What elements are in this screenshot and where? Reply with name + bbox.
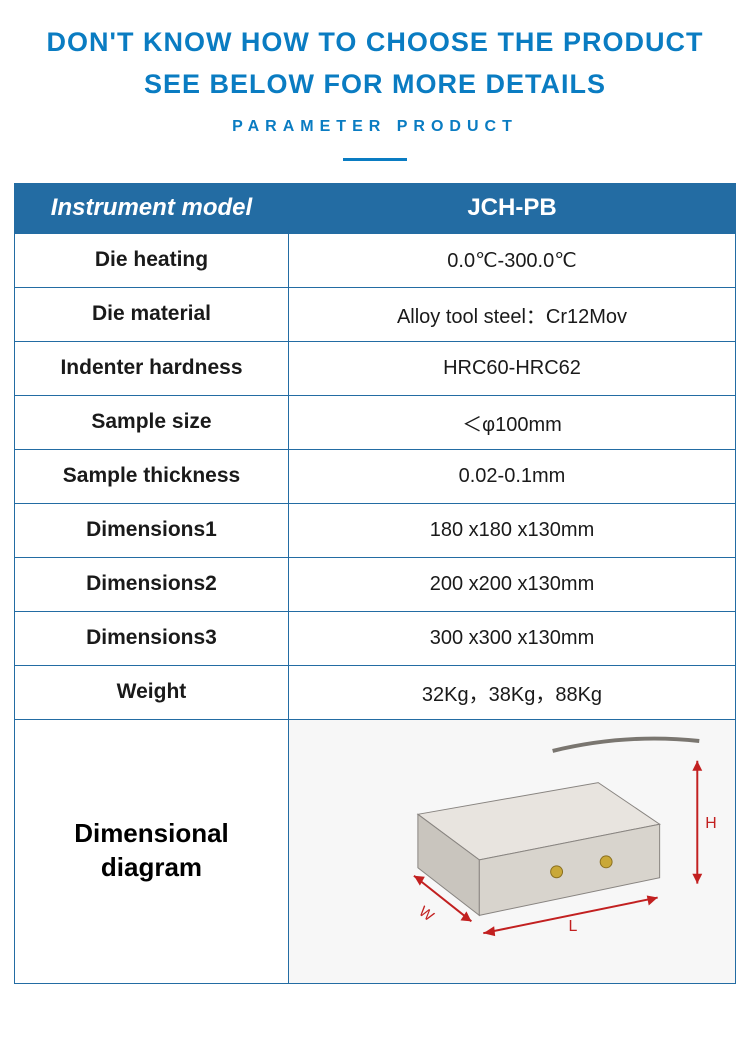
row-label: Dimensions3 xyxy=(15,611,289,665)
diagram-cell: L W H xyxy=(288,719,735,983)
table-row: Indenter hardnessHRC60-HRC62 xyxy=(15,341,736,395)
row-label: Die heating xyxy=(15,233,289,287)
header-value: JCH-PB xyxy=(288,183,735,233)
row-value: HRC60-HRC62 xyxy=(288,341,735,395)
label-l: L xyxy=(568,918,577,935)
table-row: Die materialAlloy tool steel：Cr12Mov xyxy=(15,287,736,341)
row-value: 200 x200 x130mm xyxy=(288,557,735,611)
row-label: Die material xyxy=(15,287,289,341)
table-row: Die heating0.0℃-300.0℃ xyxy=(15,233,736,287)
row-value: ＜φ100mm xyxy=(288,395,735,449)
table-row: Sample size＜φ100mm xyxy=(15,395,736,449)
table-header-row: Instrument model JCH-PB xyxy=(15,183,736,233)
spec-table: Instrument model JCH-PB Die heating0.0℃-… xyxy=(14,183,736,984)
arrowhead-icon xyxy=(692,874,702,884)
divider-line xyxy=(343,158,407,161)
table-row: Weight32Kg，38Kg，88Kg xyxy=(15,665,736,719)
row-label: Weight xyxy=(15,665,289,719)
row-value: Alloy tool steel：Cr12Mov xyxy=(288,287,735,341)
label-w: W xyxy=(415,904,436,925)
heading-line1: DON'T KNOW HOW TO CHOOSE THE PRODUCT xyxy=(20,22,730,64)
arrowhead-icon xyxy=(692,761,702,771)
table-row: Sample thickness0.02-0.1mm xyxy=(15,449,736,503)
arrowhead-icon xyxy=(483,926,495,936)
row-label: Indenter hardness xyxy=(15,341,289,395)
label-h: H xyxy=(705,815,716,832)
row-label: Dimensions2 xyxy=(15,557,289,611)
row-value: 0.02-0.1mm xyxy=(288,449,735,503)
dimensional-diagram: L W H xyxy=(299,724,725,972)
row-value: 180 x180 x130mm xyxy=(288,503,735,557)
diagram-label: Dimensionaldiagram xyxy=(15,719,289,983)
row-value: 300 x300 x130mm xyxy=(288,611,735,665)
wire xyxy=(553,739,700,751)
bolt-icon xyxy=(600,856,612,868)
heading-line2: SEE BELOW FOR MORE DETAILS xyxy=(20,64,730,106)
row-value: 0.0℃-300.0℃ xyxy=(288,233,735,287)
header-label: Instrument model xyxy=(15,183,289,233)
row-label: Dimensions1 xyxy=(15,503,289,557)
row-label: Sample size xyxy=(15,395,289,449)
row-label: Sample thickness xyxy=(15,449,289,503)
table-row: Dimensions1180 x180 x130mm xyxy=(15,503,736,557)
diagram-row: Dimensionaldiagram L W H xyxy=(15,719,736,983)
row-value: 32Kg，38Kg，88Kg xyxy=(288,665,735,719)
bolt-icon xyxy=(551,866,563,878)
subtitle: PARAMETER PRODUCT xyxy=(20,118,730,136)
table-row: Dimensions3300 x300 x130mm xyxy=(15,611,736,665)
table-row: Dimensions2200 x200 x130mm xyxy=(15,557,736,611)
